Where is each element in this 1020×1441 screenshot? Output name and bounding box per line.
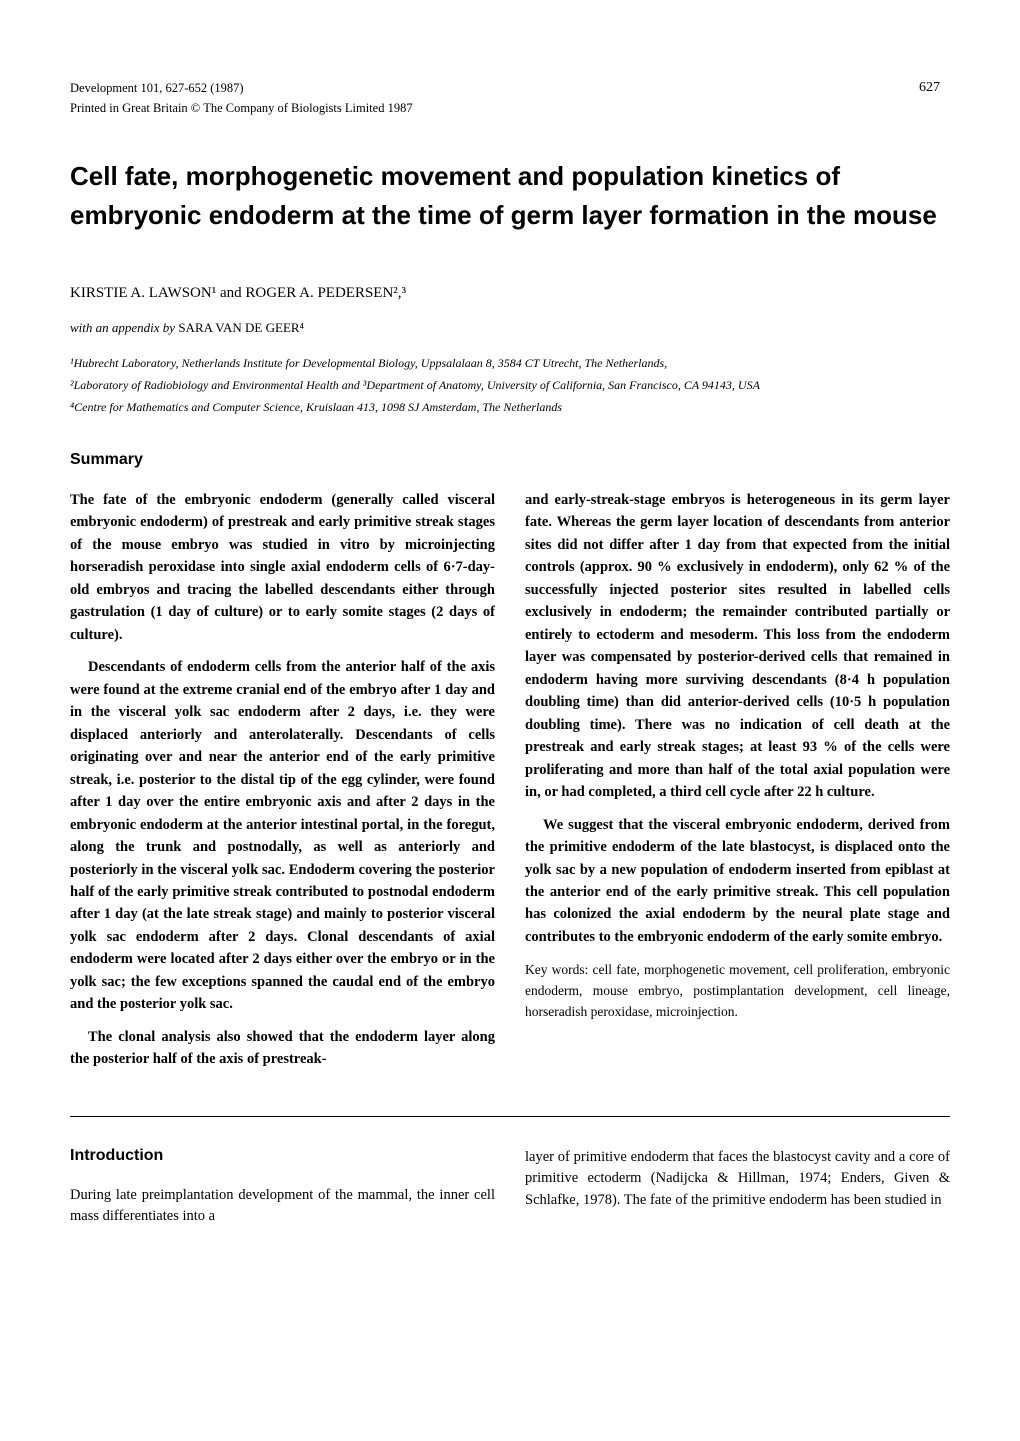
keywords: Key words: cell fate, morphogenetic move… <box>525 960 950 1023</box>
summary-para-1: The fate of the embryonic endoderm (gene… <box>70 489 495 646</box>
intro-para-right: layer of primitive endoderm that faces t… <box>525 1147 950 1212</box>
summary-columns: The fate of the embryonic endoderm (gene… <box>70 489 950 1081</box>
intro-heading: Introduction <box>70 1147 495 1165</box>
intro-left-column: Introduction During late preimplantation… <box>70 1147 495 1229</box>
appendix-author: SARA VAN DE GEER⁴ <box>178 320 304 335</box>
authors: KIRSTIE A. LAWSON¹ and ROGER A. PEDERSEN… <box>70 285 950 302</box>
intro-para-left: During late preimplantation development … <box>70 1185 495 1229</box>
summary-para-3: The clonal analysis also showed that the… <box>70 1026 495 1071</box>
intro-right-column: layer of primitive endoderm that faces t… <box>525 1147 950 1229</box>
summary-heading: Summary <box>70 451 950 469</box>
summary-left-column: The fate of the embryonic endoderm (gene… <box>70 489 495 1081</box>
affiliation-3: ⁴Centre for Mathematics and Computer Sci… <box>70 398 950 416</box>
section-divider <box>70 1116 950 1117</box>
affiliation-2: ²Laboratory of Radiobiology and Environm… <box>70 376 950 394</box>
summary-para-5: We suggest that the visceral embryonic e… <box>525 814 950 949</box>
affiliation-1: ¹Hubrecht Laboratory, Netherlands Instit… <box>70 354 950 372</box>
journal-citation: Development 101, 627-652 (1987) <box>70 80 950 98</box>
journal-copyright: Printed in Great Britain © The Company o… <box>70 100 950 118</box>
appendix-prefix: with an appendix by <box>70 320 178 335</box>
page-number: 627 <box>919 80 940 96</box>
summary-para-4: and early-streak-stage embryos is hetero… <box>525 489 950 804</box>
summary-para-2: Descendants of endoderm cells from the a… <box>70 656 495 1016</box>
article-title: Cell fate, morphogenetic movement and po… <box>70 157 950 235</box>
appendix-note: with an appendix by SARA VAN DE GEER⁴ <box>70 320 950 336</box>
intro-columns: Introduction During late preimplantation… <box>70 1147 950 1229</box>
summary-right-column: and early-streak-stage embryos is hetero… <box>525 489 950 1081</box>
